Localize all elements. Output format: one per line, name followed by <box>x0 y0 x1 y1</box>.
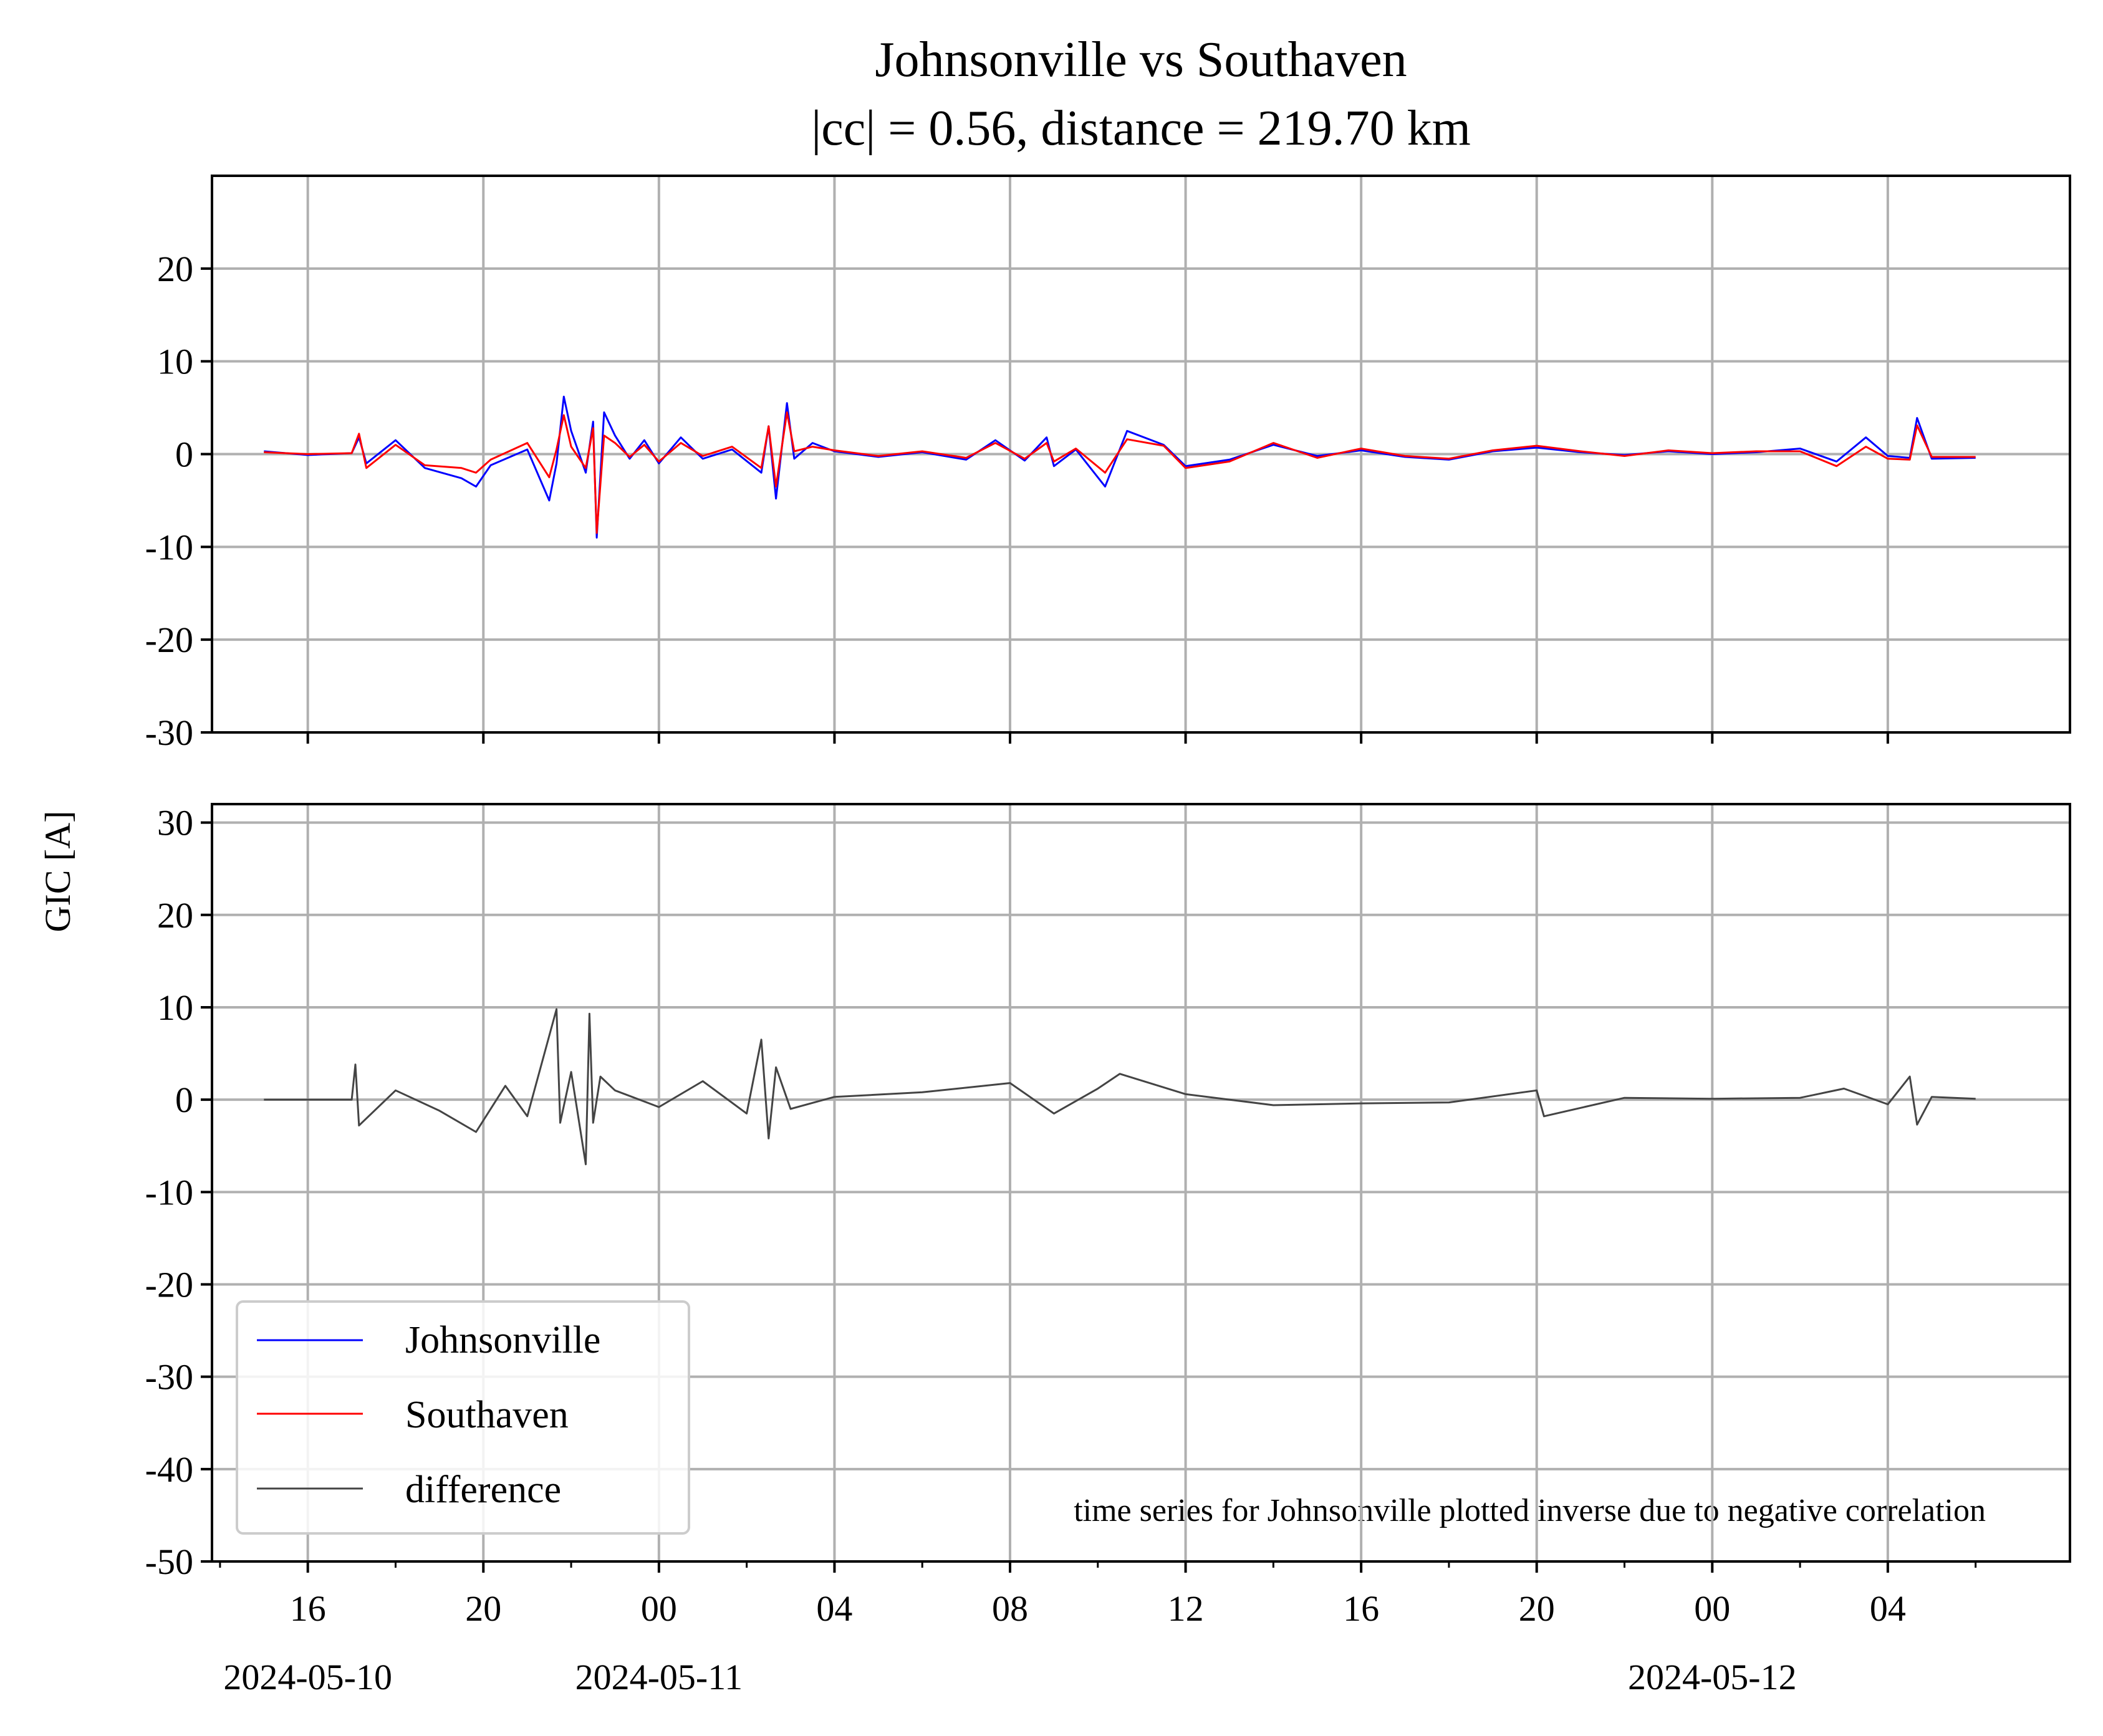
x-tick-label: 16 <box>290 1588 326 1629</box>
y-tick-label: 0 <box>175 434 193 475</box>
x-tick-label: 00 <box>641 1588 677 1629</box>
y-tick-label: 0 <box>175 1080 193 1120</box>
x-tick-date-label: 2024-05-10 <box>223 1657 392 1697</box>
annotation-note: time series for Johnsonville plotted inv… <box>1074 1493 1986 1528</box>
x-tick-label: 20 <box>465 1588 501 1629</box>
legend-label-johnsonville: Johnsonville <box>405 1319 600 1361</box>
y-tick-label: -20 <box>145 1264 193 1305</box>
y-tick-label: 30 <box>157 803 193 843</box>
y-tick-label: -10 <box>145 1172 193 1212</box>
x-tick-label: 12 <box>1168 1588 1204 1629</box>
x-tick-label: 16 <box>1343 1588 1379 1629</box>
y-tick-label: -10 <box>145 527 193 567</box>
y-tick-label: -30 <box>145 1357 193 1398</box>
y-tick-label: 20 <box>157 249 193 289</box>
legend-box <box>236 1300 690 1535</box>
chart-title: Johnsonville vs Southaven <box>875 32 1407 87</box>
x-tick-date-label: 2024-05-12 <box>1628 1657 1797 1697</box>
series-line-southaven <box>264 411 1976 534</box>
y-tick-label: 10 <box>157 987 193 1028</box>
series-line-johnsonville <box>264 395 1976 539</box>
y-tick-label: -20 <box>145 620 193 660</box>
x-tick-label: 20 <box>1519 1588 1555 1629</box>
legend-label-southaven: Southaven <box>405 1394 569 1436</box>
series-line-difference <box>264 1008 1976 1166</box>
y-tick-label: 10 <box>157 342 193 382</box>
x-tick-label: 04 <box>816 1588 852 1629</box>
y-axis-label: GIC [A] <box>37 811 78 933</box>
plot-layer: -30 -20 -10 0 10 20 -50 -40 -30 -20 -10 0 10 20 30 16 20… <box>145 175 2071 1697</box>
y-tick-label: -50 <box>145 1542 193 1582</box>
panel-frame-2 <box>211 803 2071 1563</box>
x-tick-label: 00 <box>1694 1588 1730 1629</box>
y-tick-label: -40 <box>145 1449 193 1490</box>
x-tick-label: 04 <box>1870 1588 1906 1629</box>
legend-label-difference: difference <box>405 1469 561 1511</box>
x-tick-date-label: 2024-05-11 <box>575 1657 743 1697</box>
y-tick-label: 20 <box>157 895 193 936</box>
panel-frame-1 <box>211 175 2071 734</box>
x-tick-label: 08 <box>992 1588 1028 1629</box>
chart-subtitle: |cc| = 0.56, distance = 219.70 km <box>811 101 1471 156</box>
legend: Johnsonville Southaven difference <box>236 1300 690 1535</box>
y-tick-label: -30 <box>145 712 193 753</box>
